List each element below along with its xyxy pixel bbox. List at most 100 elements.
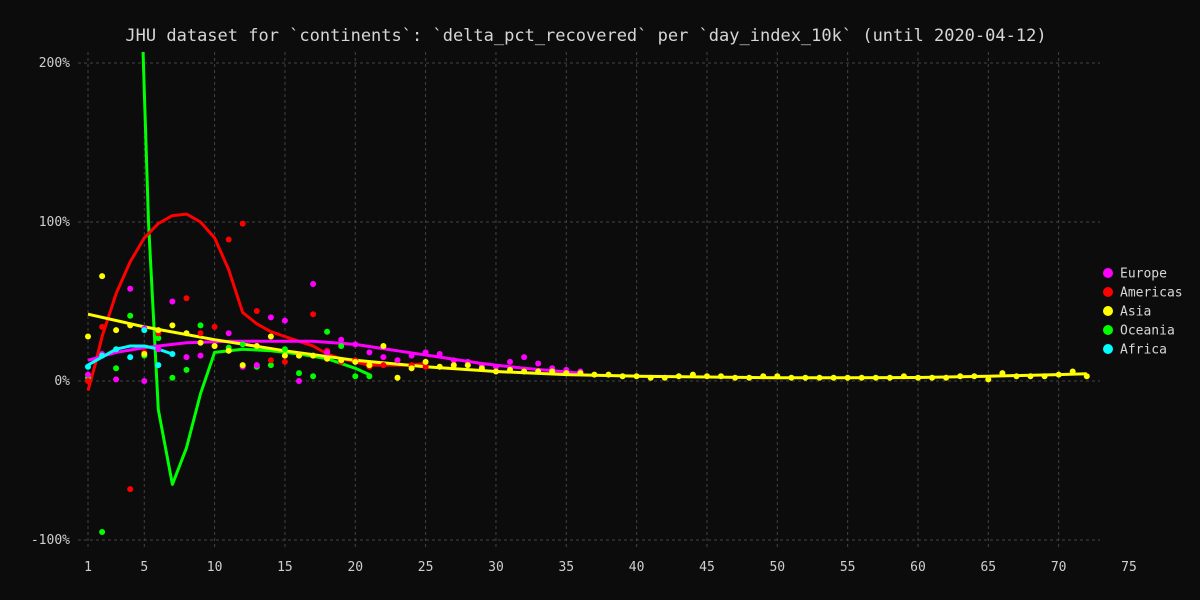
data-point-americas — [197, 330, 204, 337]
y-tick-label: 0% — [54, 374, 70, 389]
data-point-asia — [802, 374, 809, 381]
data-point-africa — [169, 351, 176, 357]
y-tick-label: -100% — [31, 533, 70, 548]
data-point-europe — [225, 330, 232, 337]
data-point-asia — [478, 365, 485, 372]
data-point-asia — [647, 374, 654, 381]
data-point-oceania — [310, 373, 317, 380]
data-point-asia — [872, 374, 879, 381]
data-point-europe — [507, 358, 513, 365]
data-point-europe — [450, 357, 457, 364]
data-point-asia — [155, 327, 162, 334]
x-tick-label: 15 — [277, 560, 293, 575]
data-point-europe — [394, 357, 401, 364]
data-point-europe — [422, 349, 429, 356]
data-point-oceania — [324, 328, 331, 335]
x-tick-label: 50 — [769, 560, 785, 575]
data-point-asia — [704, 373, 710, 380]
data-point-asia — [366, 362, 373, 369]
data-point-europe — [169, 298, 176, 305]
legend-item-africa: Africa — [1103, 343, 1167, 358]
data-point-americas — [239, 220, 246, 227]
plot-marks — [85, 52, 1090, 535]
data-point-asia — [816, 374, 823, 381]
data-point-asia — [141, 351, 148, 357]
data-point-asia — [127, 322, 134, 329]
plot-area — [85, 52, 1090, 535]
data-point-asia — [633, 373, 640, 380]
data-point-asia — [521, 368, 528, 375]
data-point-asia — [281, 352, 288, 359]
data-point-europe — [85, 371, 91, 378]
legend-label: Oceania — [1120, 324, 1175, 339]
data-point-asia — [760, 373, 767, 380]
legend-label: Americas — [1120, 286, 1183, 301]
legend-label: Asia — [1120, 305, 1151, 320]
data-point-asia — [380, 343, 387, 349]
x-tick-label: 5 — [140, 560, 148, 575]
data-point-oceania — [296, 370, 302, 377]
data-point-asia — [591, 371, 598, 378]
data-point-oceania — [99, 529, 106, 535]
data-point-asia — [197, 339, 204, 346]
data-point-oceania — [267, 362, 274, 369]
data-point-americas — [253, 308, 260, 314]
data-point-asia — [225, 347, 232, 354]
legend-label: Europe — [1120, 267, 1167, 282]
x-tick-label: 70 — [1051, 560, 1067, 575]
data-point-asia — [493, 368, 499, 375]
data-point-africa — [85, 363, 91, 370]
legend-marker — [1103, 287, 1113, 297]
data-point-asia — [211, 343, 218, 349]
data-point-europe — [183, 354, 190, 361]
legend: Europe Americas Asia Oceania Africa — [1103, 267, 1183, 358]
data-point-asia — [999, 370, 1006, 377]
y-tick-label: 100% — [39, 215, 70, 230]
x-tick-label: 75 — [1121, 560, 1137, 575]
data-point-asia — [549, 368, 556, 375]
data-point-asia — [296, 352, 302, 359]
data-point-asia — [957, 373, 964, 380]
x-tick-label: 30 — [488, 560, 504, 575]
data-point-asia — [450, 362, 457, 369]
x-tick-label: 55 — [840, 560, 856, 575]
data-point-americas — [422, 363, 429, 370]
data-point-americas — [281, 358, 288, 365]
x-tick-label: 25 — [418, 560, 434, 575]
data-point-asia — [788, 374, 795, 381]
data-point-europe — [141, 378, 148, 384]
data-point-asia — [858, 374, 865, 381]
data-point-europe — [436, 351, 443, 357]
data-point-asia — [1069, 368, 1076, 375]
legend-item-asia: Asia — [1103, 305, 1151, 320]
data-point-asia — [338, 357, 345, 364]
grid — [78, 52, 1100, 550]
x-tick-label: 20 — [347, 560, 363, 575]
data-point-oceania — [239, 341, 246, 348]
trend-line-asia — [87, 312, 1087, 380]
data-point-asia — [732, 374, 739, 381]
data-point-asia — [267, 333, 274, 340]
data-point-asia — [113, 327, 120, 334]
data-point-asia — [99, 273, 106, 280]
data-point-europe — [113, 376, 120, 383]
data-point-asia — [577, 370, 584, 377]
data-point-americas — [267, 357, 274, 364]
data-point-africa — [113, 346, 120, 353]
y-tick-label: 200% — [39, 56, 70, 71]
data-point-oceania — [183, 366, 190, 373]
data-point-europe — [535, 360, 542, 367]
data-point-asia — [1055, 371, 1062, 378]
data-point-americas — [99, 323, 106, 330]
data-point-asia — [605, 371, 612, 378]
data-point-africa — [155, 362, 162, 369]
data-point-europe — [521, 354, 528, 361]
data-point-asia — [239, 362, 246, 369]
data-point-asia — [507, 366, 513, 373]
data-point-oceania — [113, 365, 120, 372]
data-point-europe — [296, 378, 302, 384]
data-point-africa — [127, 354, 134, 361]
data-point-africa — [141, 327, 148, 334]
data-point-asia — [661, 374, 668, 381]
data-point-europe — [380, 354, 387, 361]
